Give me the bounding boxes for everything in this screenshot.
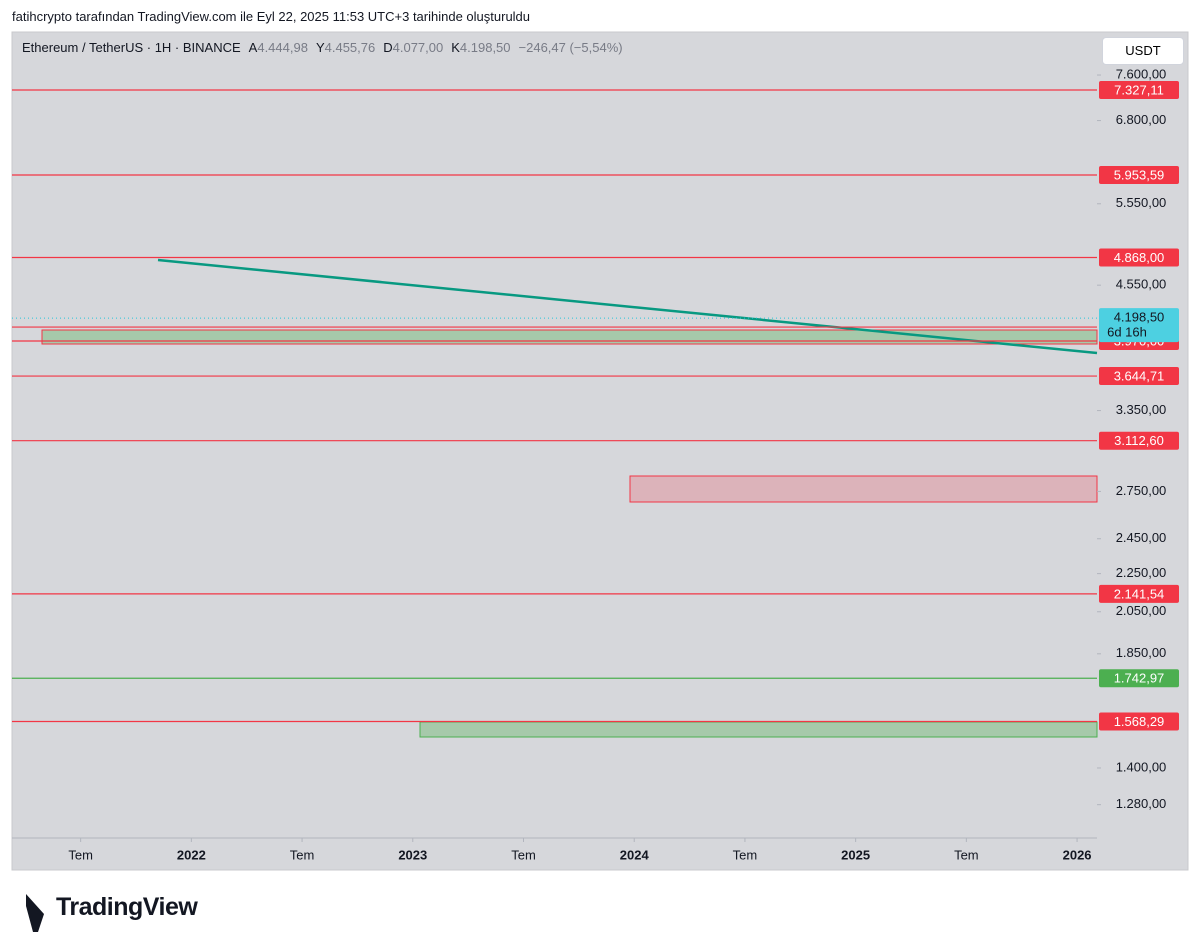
x-tick-label: Tem xyxy=(290,847,315,862)
x-tick-label: 2024 xyxy=(620,847,650,862)
brand: TradingView xyxy=(56,893,198,921)
level-label: 3.112,60 xyxy=(1114,433,1164,448)
level-label-bg xyxy=(1099,80,1179,99)
level-label: 5.953,59 xyxy=(1114,167,1165,182)
legend: Ethereum / TetherUS · 1H · BINANCE A4.444… xyxy=(22,40,623,55)
level-label: 1.568,29 xyxy=(1114,714,1165,729)
level-label: 1.742,97 xyxy=(1114,671,1165,686)
level-label: 7.327,11 xyxy=(1114,82,1164,97)
level-label-bg xyxy=(1099,712,1179,731)
y-tick-label: 2.250,00 xyxy=(1116,565,1167,580)
x-tick-label: 2022 xyxy=(177,847,206,862)
y-tick-label: 1.400,00 xyxy=(1116,759,1167,774)
y-tick-label: 1.280,00 xyxy=(1116,796,1167,811)
ohlc-key: K xyxy=(451,40,460,55)
level-label-bg xyxy=(1099,166,1179,185)
y-tick-label: 4.550,00 xyxy=(1116,277,1167,292)
ohlc-value: 4.077,00 xyxy=(392,40,444,55)
ohlc-key: D xyxy=(383,40,393,55)
y-tick-label: 5.550,00 xyxy=(1116,195,1167,210)
y-tick-label: 6.800,00 xyxy=(1116,112,1167,127)
last-price-bg xyxy=(1099,308,1179,343)
ohlc-value: 4.455,76 xyxy=(324,40,376,55)
trend-line xyxy=(157,258,1098,355)
level-label-bg xyxy=(1099,248,1179,267)
x-tick-label: Tem xyxy=(733,847,758,862)
level-label: 2.141,54 xyxy=(1114,586,1165,601)
zone xyxy=(419,721,1098,738)
x-tick-label: Tem xyxy=(954,847,979,862)
zone xyxy=(629,475,1098,503)
y-tick-label: 2.050,00 xyxy=(1116,603,1167,618)
countdown: 6d 16h xyxy=(1107,325,1147,340)
x-tick-label: 2025 xyxy=(841,847,870,862)
x-tick-label: 2023 xyxy=(398,847,427,862)
ohlc-key: Y xyxy=(315,40,325,55)
y-tick-label: 1.850,00 xyxy=(1116,645,1167,660)
logo xyxy=(26,894,44,932)
level-label-bg xyxy=(1099,584,1179,603)
change: −246,47 (−5,54%) xyxy=(518,40,623,55)
y-tick-label: 2.750,00 xyxy=(1116,483,1167,498)
last-price-label: 4.198,50 xyxy=(1114,310,1165,325)
y-tick-label: 3.350,00 xyxy=(1116,402,1167,417)
ohlc-key: A xyxy=(248,40,258,55)
x-tick-label: Tem xyxy=(511,847,536,862)
level-label: 4.868,00 xyxy=(1114,250,1165,265)
caption: fatihcrypto tarafından TradingView.com i… xyxy=(12,9,531,24)
y-tick-label: 2.450,00 xyxy=(1116,530,1167,545)
level-label: 3.644,71 xyxy=(1114,368,1165,383)
unit-button[interactable]: USDT xyxy=(1102,37,1184,65)
x-tick-label: 2026 xyxy=(1063,847,1092,862)
y-tick-label: 7.600,00 xyxy=(1116,66,1167,81)
ohlc-value: 4.444,98 xyxy=(257,40,308,55)
ohlc-value: 4.198,50 xyxy=(459,40,511,55)
level-label-bg xyxy=(1099,669,1179,688)
chart-frame xyxy=(11,31,1189,871)
level-label-bg xyxy=(1099,367,1179,386)
x-tick-label: Tem xyxy=(68,847,93,862)
level-label-bg xyxy=(1099,431,1179,450)
chart-title: Ethereum / TetherUS · 1H · BINANCE xyxy=(22,40,241,55)
